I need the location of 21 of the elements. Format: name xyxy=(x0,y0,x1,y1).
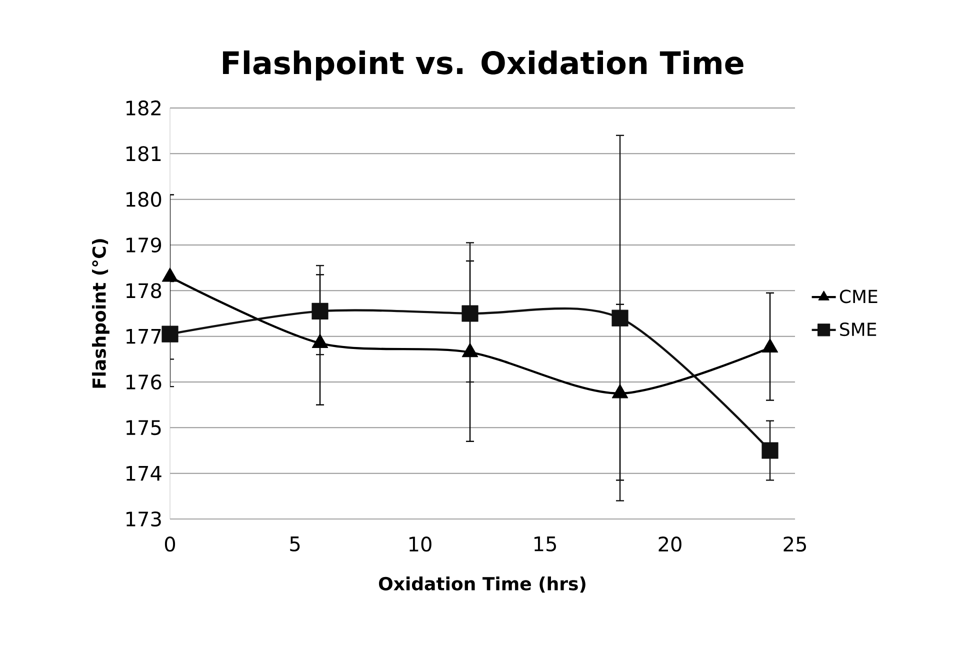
x-tick-label: 20 xyxy=(658,536,682,552)
x-tick-label: 25 xyxy=(784,536,806,552)
y-tick-label: 181 xyxy=(126,146,161,162)
y-tick-label: 179 xyxy=(126,237,162,253)
y-tick-label: 174 xyxy=(126,466,162,481)
y-tick-label: 182 xyxy=(126,100,160,116)
y-axis-title: Flashpoint (°C) xyxy=(92,239,110,388)
y-tick-label: 180 xyxy=(126,192,162,207)
x-tick-label: 15 xyxy=(534,536,556,552)
y-tick-label: 176 xyxy=(126,374,162,390)
x-tick-label: 10 xyxy=(409,536,432,552)
x-axis-title: Oxidation Time (hrs) xyxy=(378,576,586,593)
chart-title: Flashpoint vs. Oxidation Time xyxy=(223,50,744,80)
y-tick-label: 178 xyxy=(126,283,162,298)
legend-label: SME xyxy=(840,322,876,336)
y-tick-label: 175 xyxy=(126,420,161,436)
x-tick-label: 5 xyxy=(290,536,300,552)
legend-label: CME xyxy=(840,290,878,304)
x-tick-label: 0 xyxy=(164,536,176,552)
y-tick-label: 173 xyxy=(126,511,161,527)
y-tick-label: 177 xyxy=(126,329,161,344)
